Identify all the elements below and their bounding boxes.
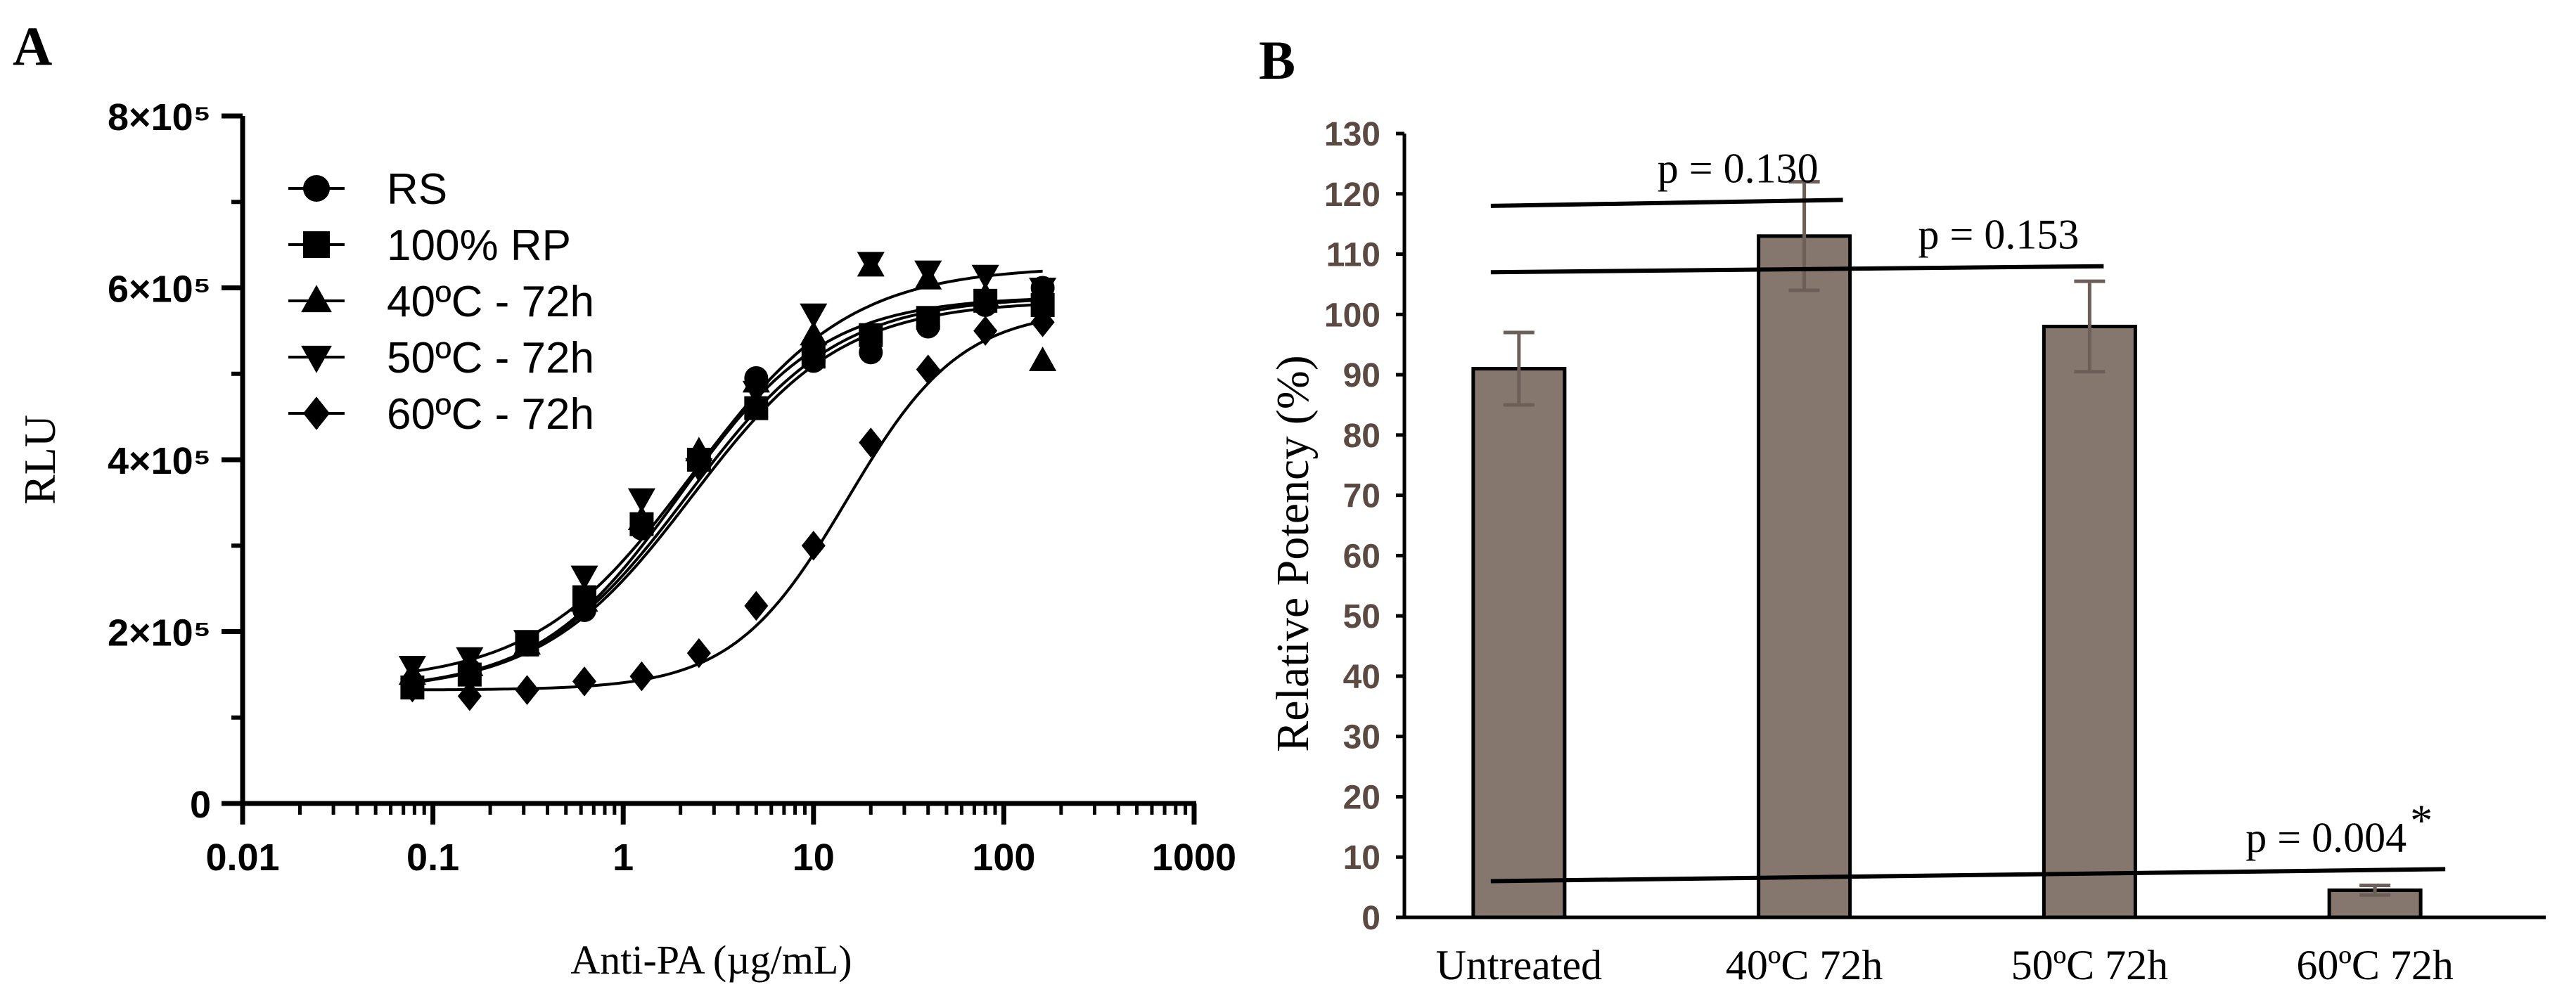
a-x-axis-label: Anti-PA (µg/mL) [570,937,852,983]
a-data-point [456,647,484,672]
b-x-tick-label: 60ºC 72h [2296,942,2454,988]
a-data-point [857,252,885,277]
a-legend: RS 100% RP 40ºC - 72h 50ºC - 72h 60ºC - 72h [288,165,594,439]
b-y-axis-label: Relative Potency (%) [1267,355,1319,751]
b-y-tick-label: 40 [1343,659,1380,696]
b-x-tick-label: Untreated [1436,942,1603,988]
a-data-point [572,666,596,697]
a-legend-marker [301,285,332,313]
a-data-point [570,587,598,612]
a-data-point [515,675,539,705]
a-data-point [973,316,998,346]
a-data-point [744,590,769,621]
a-data-point [914,260,942,285]
a-y-axis-label: RLU [15,415,65,505]
a-data-point [400,672,425,703]
a-data-point [742,380,770,406]
a-y-tick-label: 4×10⁵ [108,440,211,482]
a-x-tick-label: 0.1 [406,837,459,879]
a-data-point [971,264,999,290]
a-y-tick-label: 8×10⁵ [108,96,211,138]
a-x-tick-label: 0.01 [205,837,279,879]
a-data-point [685,437,713,462]
b-p-value-label: p = 0.004 [2245,814,2407,860]
panel-a-label: A [13,15,52,77]
a-legend-label: 100% RP [387,221,571,270]
a-legend-marker [301,345,332,373]
a-data-point [800,321,828,346]
a-x-tick-label: 1 [613,837,634,879]
a-legend-marker [303,175,330,202]
b-y-tick-label: 90 [1343,357,1380,394]
a-data-point [686,638,711,669]
b-significance-line [1490,867,2446,884]
a-data-point [570,565,598,590]
panel-b-chart: 0 10 20 30 40 50 60 70 80 90 100 110 120 130 Untreate… [1267,116,2546,988]
a-data-point [801,531,826,561]
b-y-tick-label: 30 [1343,719,1380,756]
a-x-tick-label: 100 [972,837,1035,879]
a-data-point [916,354,940,385]
b-y-tick-label: 120 [1324,176,1380,214]
a-data-point [916,306,940,330]
a-fit-curve-3 [412,269,1043,673]
a-data-point [859,323,883,347]
a-data-point [398,655,426,680]
b-bar [1471,367,1567,919]
b-bar [1757,234,1852,919]
b-y-tick-label: 50 [1343,598,1380,635]
a-legend-marker [303,396,330,430]
a-data-point [457,680,482,711]
a-data-point [800,303,828,328]
a-x-tick-label: 10 [793,837,835,879]
a-data-point [1029,278,1057,302]
b-x-tick-label: 40ºC 72h [1726,942,1883,988]
a-data-point [627,488,655,513]
b-significance-line [1490,264,2104,275]
b-bar [2042,324,2137,919]
b-y-tick-label: 10 [1343,839,1380,877]
b-y-tick-label: 110 [1326,237,1380,274]
a-data-point [1030,307,1055,337]
a-data-point [685,458,713,483]
a-data-point [1029,347,1057,371]
b-y-tick-label: 70 [1343,478,1380,515]
a-data-point [859,427,883,458]
b-y-tick-label: 130 [1324,116,1380,153]
a-legend-marker [303,231,330,258]
a-data-point [629,661,654,692]
b-x-tick-label: 50ºC 72h [2011,942,2169,988]
a-legend-label: 60ºC - 72h [387,390,594,439]
a-data-point [513,630,542,655]
b-y-tick-label: 20 [1343,779,1380,816]
b-y-tick-label: 80 [1343,418,1380,455]
a-data-point [971,282,999,307]
b-y-tick-label: 0 [1361,900,1380,937]
b-y-tick-label: 60 [1343,538,1380,575]
a-y-tick-label: 6×10⁵ [108,269,211,311]
a-data-point [627,505,655,531]
a-x-tick-label: 1000 [1152,837,1236,879]
b-significance-star: * [2410,795,2433,845]
panel-b-label: B [1259,30,1295,91]
b-y-tick-label: 100 [1324,297,1380,334]
a-legend-label: 50ºC - 72h [387,334,594,382]
a-data-point [801,344,826,369]
b-p-value-label: p = 0.153 [1918,212,2080,258]
b-p-value-label: p = 0.130 [1658,145,1819,191]
a-legend-label: 40ºC - 72h [387,278,594,326]
a-y-tick-label: 0 [190,784,211,826]
b-significance-line [1490,198,1843,208]
a-y-tick-label: 2×10⁵ [108,612,211,654]
a-legend-label: RS [387,165,447,214]
